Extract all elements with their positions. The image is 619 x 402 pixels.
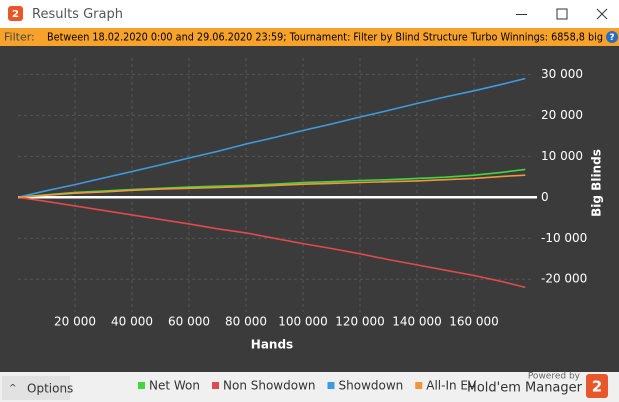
x-tick-label: 60 000 [168, 315, 210, 329]
x-tick-label: 100 000 [278, 315, 328, 329]
legend-label: All-In EV [426, 379, 477, 393]
y-axis-label: Big Blinds [590, 149, 604, 217]
x-tick-label: 140 000 [392, 315, 442, 329]
x-tick-label: 160 000 [449, 315, 499, 329]
app-icon [8, 6, 23, 21]
legend-swatch [415, 382, 423, 389]
x-tick-label: 20 000 [54, 315, 96, 329]
maximize-button[interactable] [556, 8, 568, 20]
y-tick-label: 20 000 [541, 108, 583, 122]
brand-logo-text: 2 [592, 378, 602, 396]
brand: Hold'em Manager [467, 381, 583, 396]
x-axis-label: Hands [251, 338, 293, 352]
x-tick-label: 80 000 [225, 315, 267, 329]
options-button[interactable] [2, 376, 70, 400]
window-title: Results Graph [32, 7, 123, 22]
series-line [17, 196, 526, 289]
powered-by: Powered by [528, 372, 581, 382]
options-text: Options [27, 382, 73, 396]
x-tick-label: 40 000 [111, 315, 153, 329]
help-icon[interactable] [606, 31, 618, 43]
legend-label: Net Won [149, 379, 200, 393]
x-tick-label: 120 000 [335, 315, 385, 329]
y-tick-label: 30 000 [541, 67, 583, 81]
legend: Net Won Non Showdown Showdown All-In EV [138, 379, 477, 393]
plot: 20 000 40 000 60 000 80 000 100 000 120 000 14… [17, 58, 587, 329]
series-line [17, 168, 526, 199]
options-caret: ^ [9, 384, 17, 394]
y-tick-label: -10 000 [541, 231, 587, 245]
y-tick-label: 0 [541, 190, 549, 204]
y-tick-label: -20 000 [541, 272, 587, 286]
legend-label: Showdown [339, 379, 404, 393]
filter-text: Between 18.02.2020 0:00 and 29.06.2020 2… [47, 31, 603, 44]
title-bar [0, 0, 619, 28]
chart-background [0, 46, 619, 372]
help-icon-text: ? [609, 33, 614, 43]
series-line [17, 77, 526, 199]
brand-logo [586, 374, 608, 398]
legend-swatch [327, 382, 335, 389]
legend-swatch [138, 382, 145, 389]
series-line [17, 174, 526, 199]
footer [0, 372, 619, 402]
filter-bar [0, 28, 619, 46]
filter-label: Filter: [4, 31, 35, 44]
legend-label: Non Showdown [223, 379, 316, 393]
y-tick-label: 10 000 [541, 149, 583, 163]
close-button[interactable] [596, 8, 608, 20]
app-icon-text: 2 [12, 9, 19, 20]
legend-swatch [212, 382, 219, 389]
